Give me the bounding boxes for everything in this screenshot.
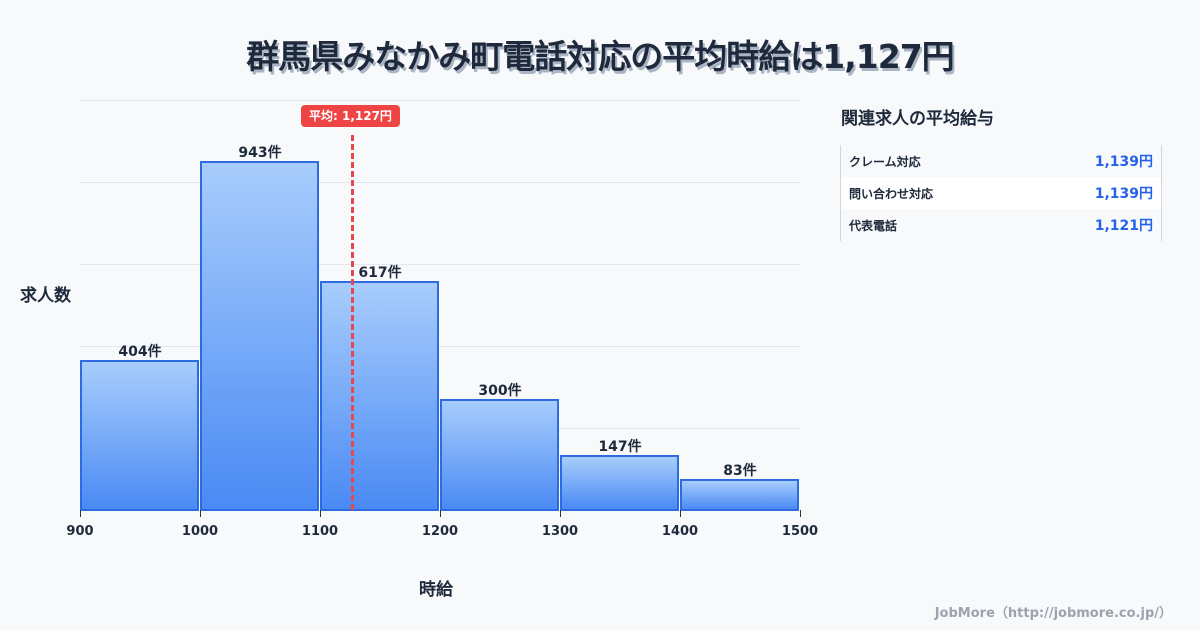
x-tick-label: 1400 (661, 524, 699, 539)
gridline (80, 182, 800, 183)
related-row: 問い合わせ対応 1,139円 (841, 177, 1161, 209)
bar-value-label: 404件 (118, 344, 162, 360)
x-axis-label: 時給 (419, 580, 453, 600)
related-row: クレーム対応 1,139円 (841, 145, 1161, 177)
y-axis-label: 求人数 (20, 286, 71, 306)
related-row: 代表電話 1,121円 (841, 209, 1161, 241)
x-tick-label: 1100 (301, 524, 339, 539)
x-tick-label: 1300 (541, 524, 579, 539)
bar-1100-1200 (320, 281, 439, 511)
bar-value-label: 943件 (238, 145, 282, 161)
related-job-salary: 1,139円 (1094, 154, 1153, 170)
bar-value-label: 300件 (478, 383, 522, 399)
mean-badge: 平均: 1,127円 (301, 105, 400, 127)
gridline (80, 100, 800, 101)
x-tick (80, 510, 81, 517)
x-tick (560, 510, 561, 517)
x-tick (800, 510, 801, 517)
x-tick-label: 1500 (781, 524, 819, 539)
bar-1400-1500 (680, 479, 799, 511)
bar-value-label: 147件 (598, 439, 642, 455)
related-job-name: 代表電話 (849, 218, 898, 233)
mean-line (351, 135, 354, 510)
related-job-salary: 1,139円 (1094, 186, 1153, 202)
bar-value-label: 617件 (358, 265, 402, 281)
bar-1300-1400 (560, 455, 679, 511)
related-job-name: クレーム対応 (849, 154, 921, 169)
x-tick (320, 510, 321, 517)
related-job-name: 問い合わせ対応 (849, 186, 934, 201)
bar-1000-1100 (200, 161, 319, 511)
bar-value-label: 83件 (723, 463, 757, 479)
bar-1200-1300 (440, 399, 559, 511)
x-tick (200, 510, 201, 517)
x-tick (440, 510, 441, 517)
page-title: 群馬県みなかみ町電話対応の平均時給は1,127円 (246, 37, 954, 76)
x-tick-label: 1000 (181, 524, 219, 539)
related-salary-table: クレーム対応 1,139円 問い合わせ対応 1,139円 代表電話 1,121円 (840, 145, 1162, 241)
x-tick-label: 1200 (421, 524, 459, 539)
related-salary-title: 関連求人の平均給与 (841, 109, 994, 129)
x-tick (680, 510, 681, 517)
bar-900-1000 (80, 360, 199, 511)
footer-credit: JobMore（http://jobmore.co.jp/） (934, 606, 1172, 621)
x-tick-label: 900 (66, 524, 94, 539)
gridline (80, 346, 800, 347)
gridline (80, 264, 800, 265)
related-job-salary: 1,121円 (1094, 218, 1153, 234)
